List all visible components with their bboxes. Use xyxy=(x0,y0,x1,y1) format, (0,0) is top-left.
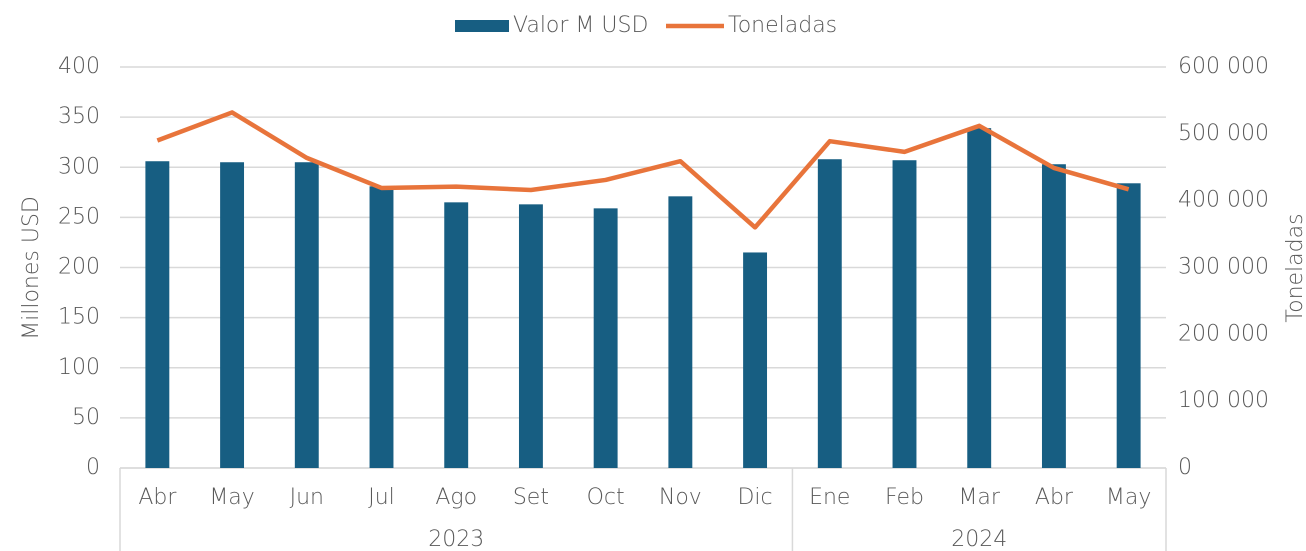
y-tick-label: 0 xyxy=(86,455,100,480)
bar xyxy=(444,202,469,468)
legend-label: Valor M USD xyxy=(513,13,648,38)
legend-swatch xyxy=(455,20,509,32)
bar xyxy=(518,204,543,468)
y-tick-label: 150 xyxy=(58,305,100,330)
bar xyxy=(369,186,394,469)
x-tick-label: Abr xyxy=(138,485,177,510)
y2-tick-label: 300 000 xyxy=(1178,255,1269,280)
x-tick-label: Oct xyxy=(587,485,625,510)
x-tick-label: Set xyxy=(513,485,549,510)
x-tick-label: Feb xyxy=(885,485,924,510)
x-tick-label: Jun xyxy=(290,485,324,510)
x-tick-label: Nov xyxy=(659,485,702,510)
y-tick-label: 350 xyxy=(58,104,100,129)
group-label: 2024 xyxy=(951,527,1007,551)
x-tick-label: Abr xyxy=(1035,485,1074,510)
x-tick-label: Mar xyxy=(958,485,1000,510)
legend-label: Toneladas xyxy=(728,13,837,38)
y-axis-title: Millones USD xyxy=(19,196,44,340)
x-tick-label: Jul xyxy=(368,485,395,510)
y-tick-label: 400 xyxy=(58,54,100,79)
bar xyxy=(145,161,170,469)
y2-tick-label: 200 000 xyxy=(1178,321,1269,346)
x-tick-label: May xyxy=(1106,485,1151,510)
y-tick-label: 250 xyxy=(58,204,100,229)
bar xyxy=(668,196,693,468)
line xyxy=(156,110,1130,230)
y2-tick-label: 500 000 xyxy=(1178,121,1269,146)
y2-tick-label: 0 xyxy=(1178,455,1192,480)
bar xyxy=(817,159,842,469)
bar xyxy=(1041,164,1066,468)
y-tick-label: 300 xyxy=(58,154,100,179)
x-tick-label: May xyxy=(209,485,254,510)
y-tick-label: 100 xyxy=(58,355,100,380)
bar xyxy=(967,128,992,468)
bar xyxy=(892,160,917,469)
x-tick-label: Ago xyxy=(435,485,477,510)
bar xyxy=(1116,183,1141,469)
bar xyxy=(593,208,618,469)
y2-tick-label: 100 000 xyxy=(1178,388,1269,413)
x-tick-label: Dic xyxy=(737,485,772,510)
y-tick-label: 200 xyxy=(58,255,100,280)
y2-tick-label: 400 000 xyxy=(1178,188,1269,213)
x-tick-label: Ene xyxy=(809,485,850,510)
group-label: 2023 xyxy=(428,527,484,551)
y-tick-label: 50 xyxy=(72,405,100,430)
y2-axis-title: Toneladas xyxy=(1283,213,1306,322)
bar xyxy=(220,162,245,469)
bar xyxy=(294,162,319,469)
bar xyxy=(743,252,768,468)
y2-tick-label: 600 000 xyxy=(1178,54,1269,79)
